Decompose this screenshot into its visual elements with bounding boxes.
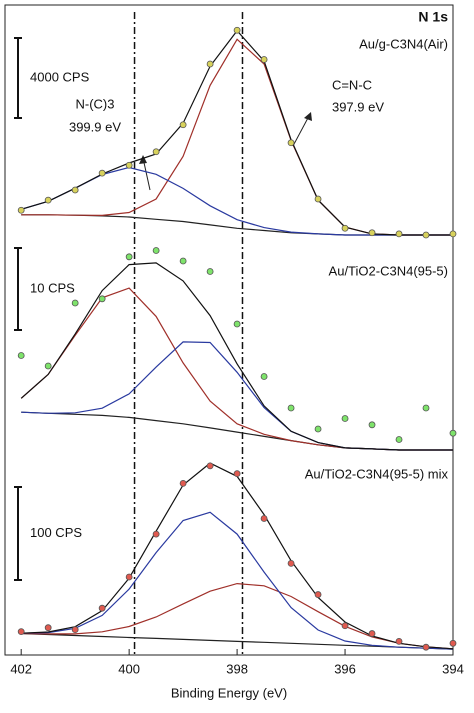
data-point — [341, 224, 349, 232]
scale-bar-label: 10 CPS — [30, 280, 75, 295]
x-tick-label: 400 — [118, 661, 140, 676]
plot-frame — [4, 4, 454, 656]
data-point — [314, 425, 322, 433]
data-point — [98, 295, 106, 303]
fit-curve — [21, 411, 453, 451]
data-point — [179, 121, 187, 129]
fit-curve — [20, 287, 453, 451]
data-point — [71, 626, 79, 634]
data-point — [44, 362, 52, 370]
data-point — [179, 479, 187, 487]
data-point — [287, 559, 295, 567]
data-point — [17, 352, 25, 359]
data-point — [17, 206, 25, 214]
data-point — [17, 628, 25, 635]
data-point — [233, 320, 241, 328]
fit-curve — [21, 582, 454, 650]
data-point — [179, 257, 187, 265]
data-point — [125, 161, 133, 169]
fit-curve — [20, 262, 453, 451]
x-axis-label: Binding Energy (eV) — [171, 685, 287, 700]
annotation: 399.9 eV — [69, 119, 121, 134]
scale-bar-label: 4000 CPS — [30, 69, 90, 84]
data-point — [152, 530, 160, 538]
data-point — [341, 622, 349, 630]
data-point — [368, 421, 376, 429]
data-point — [422, 643, 430, 651]
data-point — [125, 253, 133, 261]
fit-curve — [21, 462, 454, 650]
data-point — [44, 624, 52, 632]
panel-label: Au/TiO2-C3N4(95-5) mix — [305, 466, 449, 481]
fit-curve — [21, 214, 453, 236]
data-point — [98, 604, 106, 612]
fit-curve — [21, 166, 453, 236]
data-point — [341, 415, 349, 422]
data-point — [449, 639, 457, 647]
data-point — [44, 196, 52, 204]
data-point — [395, 637, 403, 645]
data-point — [125, 573, 133, 581]
x-tick-label: 398 — [226, 661, 248, 676]
data-point — [395, 436, 403, 443]
data-point — [449, 429, 457, 437]
x-tick-label: 396 — [334, 661, 356, 676]
data-point — [152, 247, 160, 254]
data-point — [314, 195, 322, 203]
data-point — [368, 229, 376, 237]
data-point — [260, 515, 268, 522]
data-point — [260, 56, 268, 63]
x-tick-label: 394 — [442, 661, 464, 676]
data-point — [449, 230, 457, 238]
data-point — [206, 462, 214, 470]
data-point — [287, 404, 295, 412]
data-point — [71, 299, 79, 307]
annotation-arrow — [292, 115, 310, 147]
annotation: 397.9 eV — [332, 99, 384, 114]
panel-label: Au/g-C3N4(Air) — [359, 36, 448, 51]
data-point — [368, 630, 376, 637]
annotation: C=N-C — [332, 77, 372, 92]
data-point — [206, 60, 214, 68]
data-point — [233, 470, 241, 478]
data-point — [422, 404, 430, 412]
scale-bar-label: 100 CPS — [30, 525, 82, 540]
arrow-head — [304, 112, 312, 121]
arrow-head — [139, 155, 147, 164]
data-point — [422, 231, 430, 239]
data-point — [395, 230, 403, 238]
panel-label: Au/TiO2-C3N4(95-5) — [329, 263, 448, 278]
data-point — [152, 148, 160, 156]
chart-title: N 1s — [418, 9, 448, 25]
data-point — [98, 169, 106, 177]
data-point — [260, 373, 268, 380]
data-point — [287, 139, 295, 147]
x-tick-label: 402 — [10, 661, 32, 676]
data-point — [233, 26, 241, 34]
fit-curve — [21, 341, 453, 451]
data-point — [314, 591, 322, 598]
data-point — [206, 268, 214, 275]
fit-curve — [21, 511, 454, 650]
data-point — [71, 186, 79, 194]
annotation: N-(C)3 — [76, 96, 115, 111]
